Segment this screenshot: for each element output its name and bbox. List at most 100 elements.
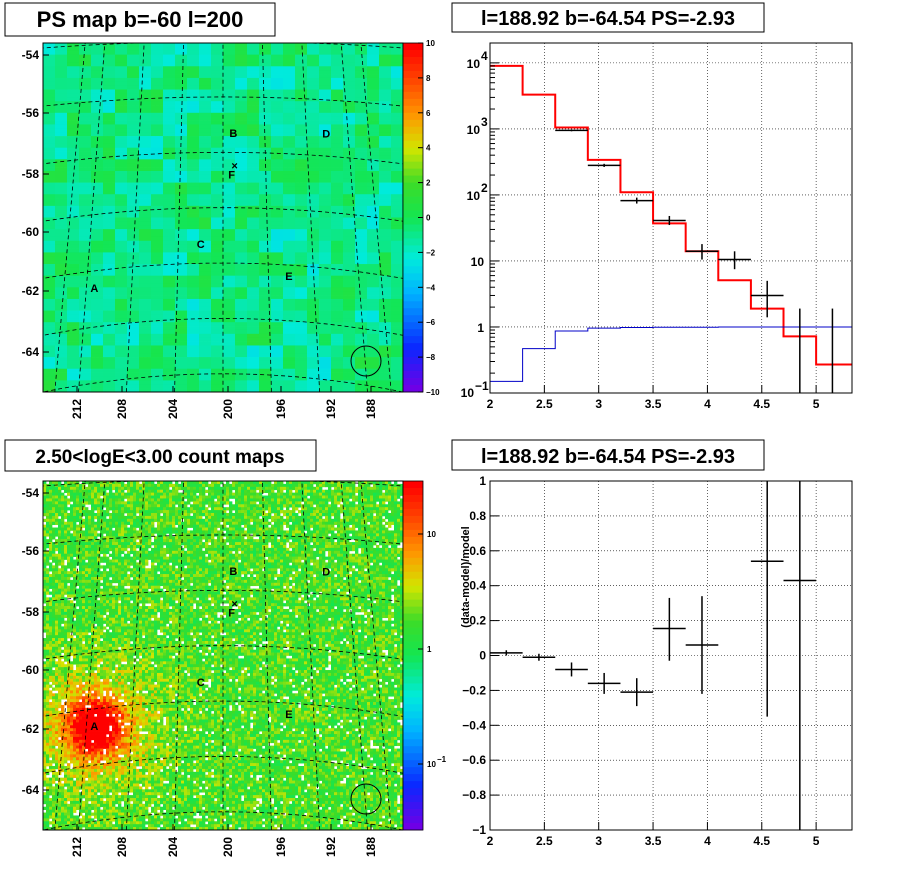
ps-map-cell (179, 236, 184, 242)
ps-map-cell (219, 318, 224, 323)
ps-map-cell (191, 77, 196, 83)
ps-map-cell (163, 337, 168, 342)
ps-map-cell (95, 302, 100, 308)
ps-map-cell (211, 70, 216, 75)
ps-map-cell (187, 287, 192, 292)
ps-map-cell (159, 372, 164, 377)
ps-map-cell (155, 101, 160, 106)
ps-map-cell (63, 112, 68, 118)
ps-map-cell (231, 81, 236, 87)
ps-map-cell (207, 264, 212, 269)
ps-map-cell (47, 326, 52, 331)
ps-map-cell (51, 70, 56, 75)
ps-map-cell (175, 209, 180, 214)
ps-map-cell (251, 209, 256, 214)
ps-map-cell (123, 77, 128, 83)
ps-map-cell (195, 108, 200, 114)
ps-map-cell (211, 93, 216, 98)
ps-map-cell (187, 97, 192, 102)
ps-map-cell (259, 198, 264, 203)
ps-map-cell (63, 120, 68, 125)
ps-map-cell (199, 388, 204, 392)
ps-map-cell (111, 120, 116, 125)
ps-map-cell (55, 58, 60, 63)
ps-map-cell (75, 155, 80, 160)
ps-map-cell (259, 337, 264, 342)
ps-map-cell (59, 283, 64, 288)
ps-map-cell (143, 333, 148, 339)
ps-map-cell (127, 167, 132, 172)
ps-map-cell (123, 101, 128, 106)
ps-map-cell (115, 357, 120, 362)
ps-map-cell (63, 306, 68, 311)
ps-map-cell (59, 345, 64, 350)
ps-map-cell (95, 97, 100, 102)
ps-map-cell (235, 345, 240, 350)
ps-map-cell (255, 256, 260, 261)
ps-map-cell (147, 213, 152, 218)
ps-map-cell (119, 357, 124, 362)
ps-map-cell (87, 229, 92, 234)
ps-map-cell (123, 326, 128, 331)
ps-map-cell (183, 306, 188, 311)
ps-map-cell (207, 329, 212, 335)
ps-map-cell (51, 58, 56, 63)
ps-map-cell (151, 271, 156, 277)
ps-map-cell (231, 360, 236, 366)
ps-map-cell (207, 364, 212, 370)
ps-map-cell (139, 310, 144, 315)
ps-map-cell (199, 194, 204, 199)
ps-map-cell (111, 205, 116, 211)
ps-map-cell (199, 291, 204, 296)
ps-map-cell (47, 225, 52, 230)
ps-map-cell (143, 236, 148, 242)
ps-map-cell (215, 326, 220, 331)
ps-map-cell (135, 74, 140, 79)
ps-map-cell (215, 306, 220, 311)
ps-map-cell (47, 337, 52, 342)
ps-map-cell (119, 43, 124, 48)
ps-map-cell (51, 167, 56, 172)
ps-map-cell (147, 368, 152, 373)
ps-map-cell (75, 225, 80, 230)
ps-map-cell (163, 108, 168, 114)
ps-map-cell (195, 360, 200, 366)
ps-map-cell (135, 318, 140, 323)
ps-map-cell (59, 190, 64, 195)
ps-map-cell (95, 217, 100, 222)
ps-map-cell (135, 124, 140, 129)
ps-map-cell (259, 108, 264, 114)
ps-map-cell (55, 295, 60, 300)
ps-map-cell (155, 353, 160, 358)
ps-map-cell (139, 271, 144, 277)
ps-map-cell (63, 233, 68, 238)
ps-map-cell (143, 143, 148, 149)
ps-map-cell (123, 46, 128, 52)
ps-map-cell (231, 248, 236, 253)
ps-map-cell (47, 194, 52, 199)
ps-map-cell (55, 388, 60, 392)
ps-map-cell (143, 70, 148, 75)
ps-map-cell (99, 326, 104, 331)
ps-map-cell (147, 314, 152, 319)
ps-map-cell (171, 287, 176, 292)
ps-map-cell (55, 384, 60, 389)
ps-map-cell (251, 264, 256, 269)
ps-map-cell (155, 256, 160, 261)
ps-map-cell (223, 81, 228, 87)
ps-map-cell (111, 225, 116, 230)
ps-map-cell (259, 128, 264, 133)
ps-map-cell (215, 167, 220, 172)
ps-map-cell (75, 279, 80, 284)
ps-map-cell (79, 287, 84, 292)
ps-map-cell (215, 345, 220, 350)
ps-map-cell (167, 318, 172, 323)
ps-map-cell (107, 372, 112, 377)
ps-map-cell (147, 364, 152, 370)
ps-map-cell (47, 58, 52, 63)
ps-map-cell (83, 252, 88, 257)
ps-map-cell (195, 66, 200, 71)
ps-map-cell (147, 345, 152, 350)
ps-map-cell (147, 209, 152, 214)
ps-map-cell (191, 93, 196, 98)
